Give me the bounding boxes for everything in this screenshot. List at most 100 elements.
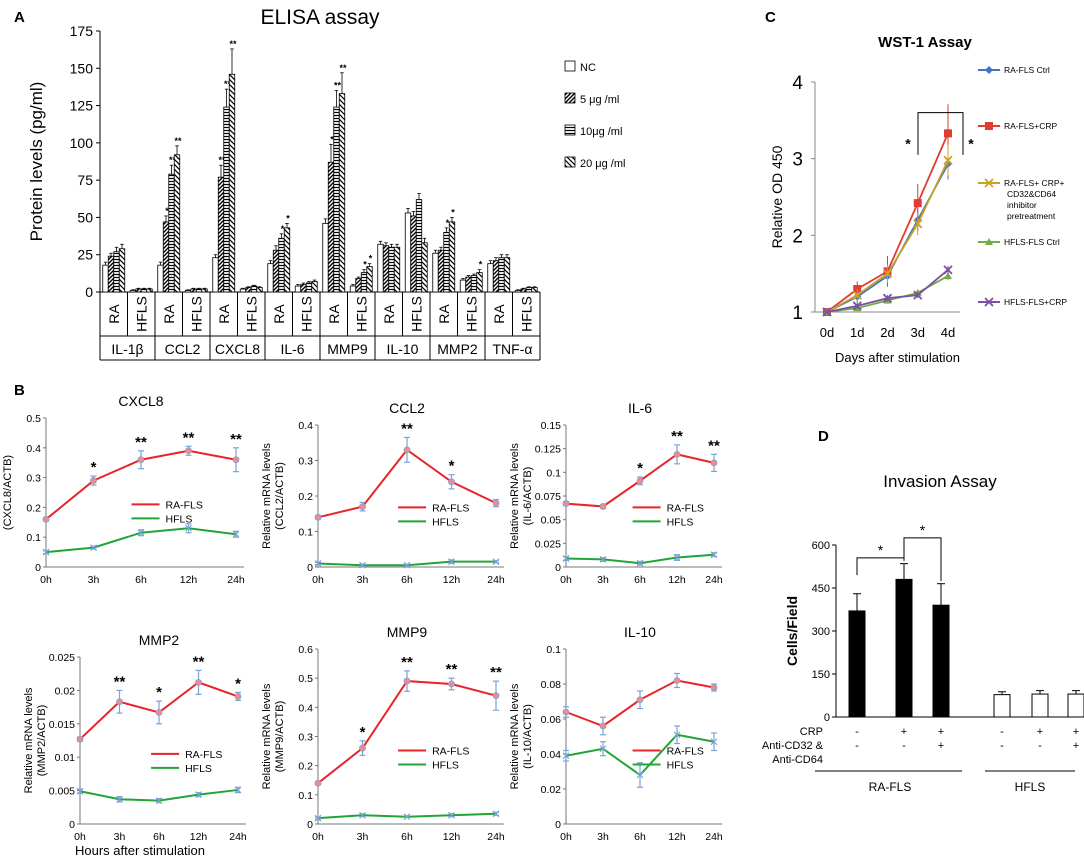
invasion-bar — [932, 604, 950, 718]
series-marker — [76, 735, 84, 743]
invasion-crp-sign: + — [901, 726, 907, 738]
chart-x-tick-label: 12h — [443, 831, 461, 843]
elisa-bar — [113, 251, 120, 293]
elisa-bar — [135, 288, 142, 293]
chart-x-tick-label: 24h — [487, 831, 505, 843]
series-marker — [116, 795, 123, 803]
invasion-group-label: HFLS — [1015, 780, 1046, 794]
legend-label: RA-FLS — [185, 749, 222, 761]
chart-y-tick-label: 0.02 — [55, 685, 76, 697]
elisa-y-tick-label: 175 — [70, 23, 94, 39]
elisa-cell-label: RA — [271, 304, 287, 324]
elisa-bar — [173, 154, 181, 293]
elisa-significance: * — [363, 260, 367, 270]
elisa-significance: ** — [218, 155, 226, 165]
chart-y-tick-label: 0.1 — [546, 467, 561, 479]
significance-marker: ** — [230, 431, 242, 448]
elisa-bar — [448, 221, 456, 293]
elisa-bar — [459, 279, 467, 293]
significance-marker: ** — [401, 654, 413, 671]
chart-y-tick-label: 0 — [307, 562, 313, 574]
panel-label-d: D — [818, 428, 829, 445]
wst-series-line — [826, 159, 949, 313]
wst-marker — [882, 269, 893, 279]
chart-y-tick-label: 0.6 — [298, 644, 313, 656]
chart-y-tick-label: 0.1 — [298, 527, 313, 539]
elisa-bar — [162, 221, 170, 293]
elisa-cytokine-label: MMP2 — [437, 341, 478, 357]
elisa-bar — [487, 263, 494, 293]
legend-label: RA-FLS — [667, 746, 704, 758]
elisa-bar — [470, 275, 478, 293]
series-marker — [636, 696, 644, 704]
chart-y-label: Relative mRNA levels(MMP2/ACTB) — [23, 687, 48, 793]
elisa-chart: ELISA assay Protein levels (pg/ml) 0 25 50 75… — [27, 6, 625, 361]
series-marker — [359, 744, 366, 752]
elisa-bar — [476, 272, 483, 293]
wst-marker — [822, 307, 832, 317]
elisa-bar — [437, 249, 445, 293]
elisa-legend-label: NC — [580, 62, 596, 74]
series-marker — [195, 791, 202, 799]
chart-x-tick-label: 24h — [229, 831, 247, 843]
wst-x-tick-label: 2d — [880, 325, 894, 340]
elisa-significance: * — [451, 207, 455, 217]
elisa-bar — [168, 173, 175, 293]
elisa-significance: ** — [224, 79, 232, 89]
panel-label-c: C — [765, 9, 776, 26]
legend-label: RA-FLS — [166, 499, 203, 511]
elisa-bar — [360, 272, 368, 293]
chart-x-tick-label: 3h — [597, 831, 609, 843]
chart-x-tick-label: 12h — [668, 574, 686, 586]
chart-x-tick-label: 6h — [135, 574, 147, 586]
series-marker — [710, 684, 718, 691]
elisa-bar — [300, 284, 307, 293]
invasion-title: Invasion Assay — [883, 472, 997, 491]
elisa-significance: ** — [339, 63, 347, 73]
invasion-bracket — [903, 537, 942, 581]
elisa-bar — [514, 290, 522, 293]
elisa-significance: ** — [169, 155, 177, 165]
series-marker — [359, 561, 366, 569]
mmp9-mrna-chart: MMP9 Relative mRNA levels(MMP9/ACTB) 0 0.1 0… — [261, 624, 505, 843]
chart-y-tick-label: 0 — [307, 819, 313, 831]
series-marker — [636, 771, 644, 779]
chart-y-tick-label: 0.05 — [541, 515, 562, 527]
elisa-legend-label: 20 μg /ml — [580, 158, 625, 170]
wst-significance: * — [905, 135, 911, 151]
elisa-significance: * — [369, 254, 373, 264]
chart-y-tick-label: 0 — [555, 819, 561, 831]
elisa-bar — [245, 287, 252, 293]
chart-y-tick-label: 0.3 — [26, 473, 41, 485]
elisa-significance: ** — [174, 136, 182, 146]
elisa-bar — [267, 263, 274, 293]
significance-marker: * — [91, 459, 97, 476]
invasion-crp-sign: - — [1000, 726, 1004, 738]
wst-x-tick-label: 3d — [911, 325, 925, 340]
series-marker — [562, 708, 570, 716]
elisa-legend-label: 5 μg /ml — [580, 94, 619, 106]
chart-y-tick-label: 0 — [69, 819, 75, 831]
series-marker — [155, 709, 163, 716]
series-marker — [673, 677, 681, 684]
elisa-cell-label: RA — [491, 304, 507, 324]
significance-marker: * — [156, 684, 162, 701]
significance-marker: ** — [401, 420, 413, 437]
wst-y-tick-label: 1 — [792, 303, 803, 324]
significance-marker: ** — [183, 429, 195, 446]
elisa-legend-label: 10μg /ml — [580, 126, 622, 138]
series-marker — [403, 813, 411, 821]
chart-y-label: Relative mRNA levels(IL-10/ACTB) — [509, 683, 534, 789]
chart-y-tick-label: 0.1 — [26, 532, 41, 544]
chart-y-tick-label: 0.005 — [49, 786, 75, 798]
series-marker — [492, 692, 500, 700]
elisa-cell-label: HFLS — [298, 296, 314, 332]
series-line — [317, 680, 497, 784]
elisa-cell-label: RA — [161, 304, 177, 324]
legend-label: HFLS — [667, 516, 694, 528]
legend-label: RA-FLS — [432, 502, 469, 514]
elisa-bar — [157, 264, 164, 293]
elisa-cell-label: HFLS — [408, 296, 424, 332]
elisa-bar — [305, 282, 313, 293]
